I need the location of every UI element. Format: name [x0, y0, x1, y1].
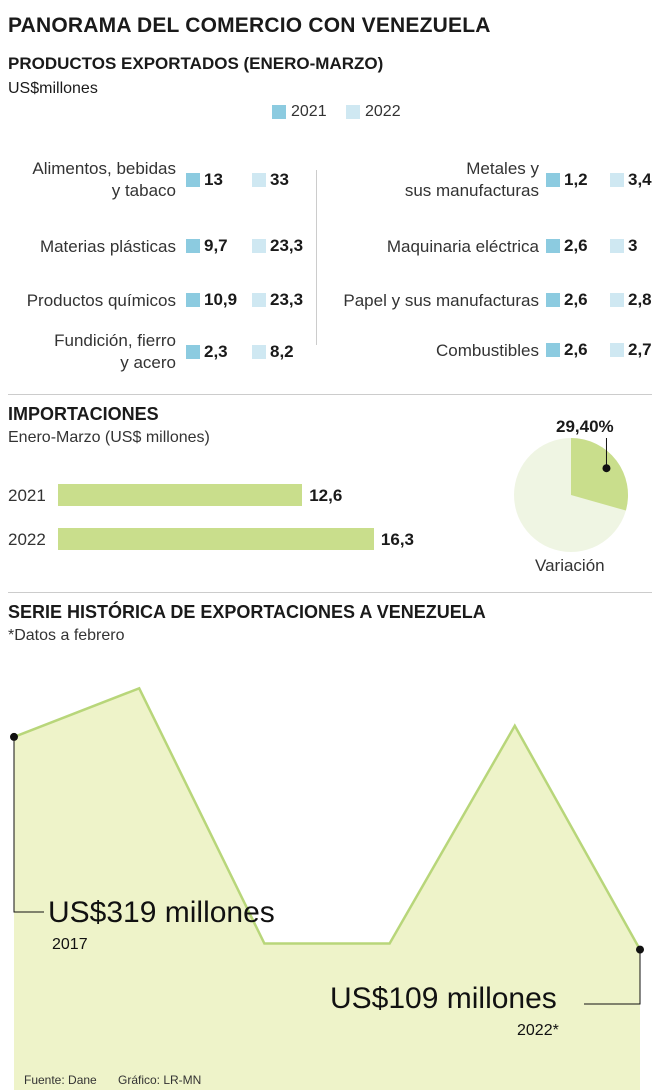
- history-title: SERIE HISTÓRICA DE EXPORTACIONES A VENEZ…: [8, 602, 486, 622]
- legend-swatch-2022: [346, 105, 360, 119]
- value-swatch: [546, 293, 560, 307]
- history-note: *Datos a febrero: [8, 627, 125, 644]
- product-value-2021: 13: [186, 170, 223, 190]
- value-text: 3: [628, 236, 638, 255]
- product-value-2021: 10,9: [186, 290, 237, 310]
- product-value-2022: 2,7: [610, 340, 652, 360]
- page-title: PANORAMA DEL COMERCIO CON VENEZUELA: [8, 14, 491, 37]
- annotation-start-value: US$319 millones: [48, 896, 275, 929]
- value-text: 9,7: [204, 236, 228, 255]
- legend-item-2021: 2021: [272, 103, 327, 121]
- product-label: Productos químicos: [26, 291, 176, 310]
- import-bar: [58, 484, 303, 506]
- value-text: 8,2: [270, 342, 294, 361]
- value-text: 2,3: [204, 342, 228, 361]
- exports-title: PRODUCTOS EXPORTADOS (ENERO-MARZO): [8, 54, 384, 73]
- product-label: Maquinaria eléctrica: [386, 237, 539, 256]
- value-swatch: [546, 173, 560, 187]
- annotation-end-year: 2022*: [517, 1022, 559, 1039]
- value-swatch: [186, 239, 200, 253]
- product-label: Materias plásticas: [39, 237, 176, 256]
- source-credit: Fuente: Dane: [24, 1073, 97, 1087]
- bar-year-label: 2022: [8, 530, 46, 549]
- area-line: [13, 686, 642, 951]
- value-swatch: [186, 293, 200, 307]
- value-swatch: [252, 345, 266, 359]
- value-text: 2,6: [564, 290, 588, 309]
- value-text: 2,6: [564, 340, 588, 359]
- value-swatch: [610, 239, 624, 253]
- bar-year-label: 2021: [8, 486, 46, 505]
- value-text: 3,4: [628, 170, 652, 189]
- column-divider: [316, 170, 317, 345]
- value-swatch: [610, 173, 624, 187]
- graphic-credit: Gráfico: LR-MN: [118, 1073, 202, 1087]
- pie-caption: Variación: [535, 556, 605, 575]
- product-value-2022: 3,4: [610, 170, 652, 190]
- bar-value-label: 12,6: [309, 486, 343, 505]
- product-label: Metales y sus manufacturas: [404, 159, 539, 200]
- value-swatch: [546, 239, 560, 253]
- product-value-2022: 3: [610, 236, 637, 256]
- value-swatch: [610, 343, 624, 357]
- area-point-2022: [636, 945, 644, 954]
- variation-pie-chart: [514, 438, 628, 552]
- annotation-start-year: 2017: [52, 936, 88, 953]
- product-value-2021: 2,6: [546, 340, 588, 360]
- value-text: 10,9: [204, 290, 238, 309]
- legend-label-2022: 2022: [365, 103, 401, 120]
- value-text: 13: [204, 170, 223, 189]
- value-swatch: [252, 293, 266, 307]
- value-text: 2,6: [564, 236, 588, 255]
- history-area-chart: [10, 686, 644, 1090]
- product-value-2022: 23,3: [252, 290, 303, 310]
- value-text: 2,8: [628, 290, 652, 309]
- pie-value-label: 29,40%: [556, 417, 614, 436]
- pie-marker-dot: [602, 464, 611, 473]
- value-text: 23,3: [270, 236, 304, 255]
- section-divider-2: [8, 592, 652, 593]
- exports-units: US$millones: [8, 80, 98, 97]
- product-label: Alimentos, bebidas y tabaco: [32, 159, 176, 200]
- legend-swatch-2021: [272, 105, 286, 119]
- import-bar: [58, 528, 374, 550]
- area-point-2017: [10, 732, 18, 741]
- value-swatch: [186, 173, 200, 187]
- annotation-leader-end: [584, 949, 641, 1005]
- value-swatch: [546, 343, 560, 357]
- product-label: Combustibles: [436, 341, 539, 360]
- annotation-end-value: US$109 millones: [330, 982, 557, 1015]
- annotation-leader-start: [13, 736, 44, 913]
- product-value-2021: 2,3: [186, 342, 228, 362]
- area-fill: [14, 688, 640, 1090]
- imports-title: IMPORTACIONES: [8, 404, 159, 424]
- product-label: Fundición, fierro y acero: [54, 331, 176, 372]
- value-swatch: [252, 173, 266, 187]
- value-text: 33: [270, 170, 289, 189]
- imports-subtitle: Enero-Marzo (US$ millones): [8, 429, 210, 446]
- product-value-2021: 1,2: [546, 170, 588, 190]
- product-value-2021: 9,7: [186, 236, 228, 256]
- value-text: 2,7: [628, 340, 652, 359]
- product-value-2022: 8,2: [252, 342, 294, 362]
- product-value-2022: 2,8: [610, 290, 652, 310]
- value-swatch: [252, 239, 266, 253]
- value-swatch: [610, 293, 624, 307]
- legend-label-2021: 2021: [291, 103, 327, 120]
- product-value-2021: 2,6: [546, 236, 588, 256]
- value-text: 1,2: [564, 170, 588, 189]
- section-divider: [8, 394, 652, 395]
- product-value-2021: 2,6: [546, 290, 588, 310]
- value-text: 23,3: [270, 290, 304, 309]
- product-value-2022: 33: [252, 170, 289, 190]
- legend-item-2022: 2022: [346, 103, 401, 121]
- value-swatch: [186, 345, 200, 359]
- pie-slice-variation: [571, 438, 628, 511]
- product-value-2022: 23,3: [252, 236, 303, 256]
- bar-value-label: 16,3: [380, 530, 414, 549]
- product-label: Papel y sus manufacturas: [343, 291, 539, 310]
